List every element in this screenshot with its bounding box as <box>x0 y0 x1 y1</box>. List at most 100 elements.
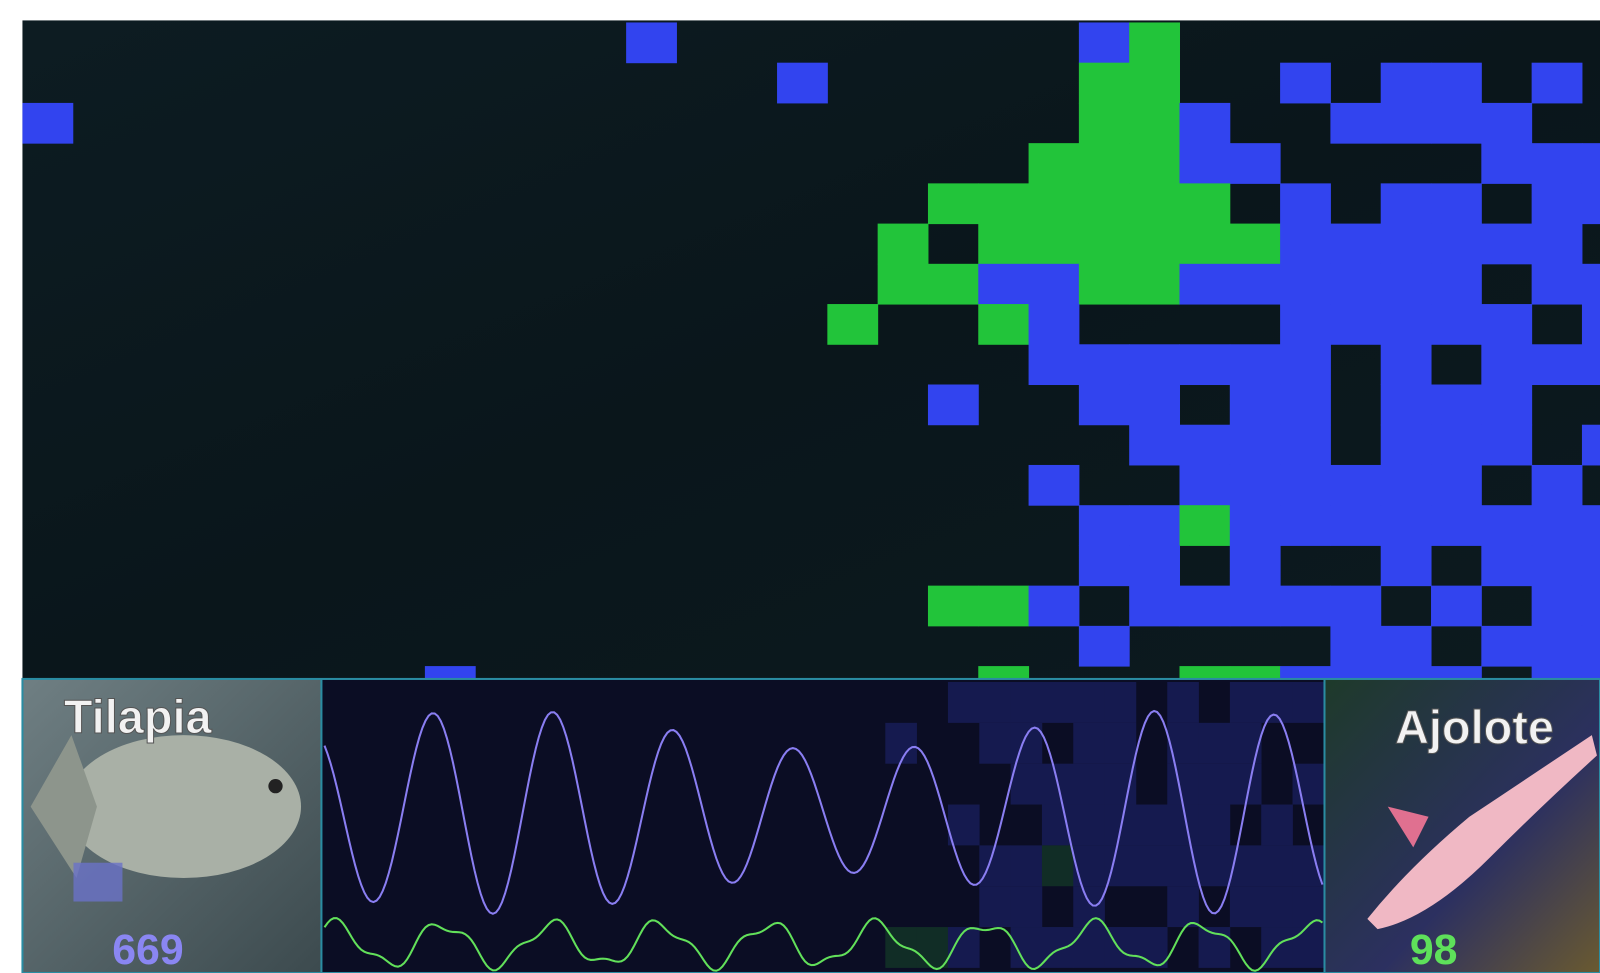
cell <box>1280 666 1331 679</box>
cell <box>1381 505 1432 546</box>
ghost-cell <box>1011 682 1043 723</box>
cell <box>22 103 73 144</box>
ghost-cell <box>948 682 980 723</box>
ghost-cell <box>1293 927 1325 968</box>
cell <box>1179 183 1230 224</box>
cell <box>1431 465 1482 506</box>
cell <box>1582 143 1600 184</box>
cell <box>1129 143 1180 184</box>
cell <box>1481 425 1532 466</box>
cell <box>1532 545 1583 586</box>
cell <box>1381 626 1432 667</box>
cell <box>1079 183 1130 224</box>
cell <box>1481 224 1532 265</box>
ghost-cell <box>979 723 1011 764</box>
cell <box>425 666 476 679</box>
ghost-cell <box>1073 845 1105 886</box>
cell <box>1129 103 1180 144</box>
cell <box>1582 666 1600 679</box>
cell <box>1280 183 1331 224</box>
cell <box>1330 465 1381 506</box>
cell <box>1431 425 1482 466</box>
cell <box>1431 264 1482 305</box>
cell <box>1230 264 1281 305</box>
cell <box>777 63 828 104</box>
cell <box>1079 344 1130 385</box>
ghost-cell <box>1042 682 1074 723</box>
ghost-cell <box>1042 805 1074 846</box>
cell <box>1230 666 1281 679</box>
ghost-cell <box>885 723 917 764</box>
cell <box>878 224 929 265</box>
ghost-cell <box>1261 886 1293 927</box>
ghost-cell <box>1167 764 1199 805</box>
cell <box>1280 63 1331 104</box>
cell <box>1381 304 1432 345</box>
cell <box>1230 224 1281 265</box>
ghost-cell <box>1105 682 1137 723</box>
cell <box>1381 465 1432 506</box>
cell <box>827 304 878 345</box>
cell <box>1079 385 1130 426</box>
ghost-cell <box>1167 723 1199 764</box>
cell <box>1280 304 1331 345</box>
cell <box>1029 143 1080 184</box>
ghost-cell <box>1199 845 1231 886</box>
cell <box>1330 304 1381 345</box>
cell <box>928 183 979 224</box>
cell <box>1330 626 1381 667</box>
cell <box>626 22 677 63</box>
ghost-cell <box>948 805 980 846</box>
cell <box>1029 344 1080 385</box>
cell <box>1280 344 1331 385</box>
cell <box>1582 586 1600 627</box>
cell <box>1079 103 1130 144</box>
ghost-cell <box>1073 805 1105 846</box>
ghost-cell <box>1293 682 1325 723</box>
cell <box>1079 224 1130 265</box>
cell <box>1481 545 1532 586</box>
ghost-cell <box>1073 764 1105 805</box>
fish-body <box>66 735 301 878</box>
species-count: 669 <box>112 926 183 973</box>
cell <box>1179 505 1230 546</box>
cell <box>1179 264 1230 305</box>
cell <box>1431 304 1482 345</box>
cell <box>1129 344 1180 385</box>
cell <box>1280 586 1331 627</box>
ghost-cell <box>1073 927 1105 968</box>
ghost-cell <box>979 845 1011 886</box>
page: {"species": [ {"name": "Tilapia", "count… <box>0 0 1600 973</box>
cell <box>1079 143 1130 184</box>
cell <box>1532 344 1583 385</box>
cell <box>1582 505 1600 546</box>
cell <box>1230 586 1281 627</box>
cell <box>1079 264 1130 305</box>
ghost-cell <box>1136 805 1168 846</box>
ghost-cell <box>1230 845 1262 886</box>
ghost-cell <box>1199 805 1231 846</box>
cell <box>1431 224 1482 265</box>
cell <box>1129 425 1180 466</box>
cell <box>1330 103 1381 144</box>
cell <box>1381 63 1432 104</box>
cell <box>1129 385 1180 426</box>
cell <box>1381 545 1432 586</box>
cell <box>1230 465 1281 506</box>
cell <box>1532 183 1583 224</box>
cell <box>1431 666 1482 679</box>
cell <box>1280 465 1331 506</box>
ghost-cell <box>1011 845 1043 886</box>
cell <box>1129 63 1180 104</box>
cell <box>928 385 979 426</box>
cell <box>1280 505 1331 546</box>
cell <box>1381 224 1432 265</box>
ghost-cell <box>1167 886 1199 927</box>
game-view: Tilapia 669 Ajolote 98 <box>0 0 1600 973</box>
ghost-cell <box>1293 764 1325 805</box>
cell <box>1532 224 1583 265</box>
cell <box>1532 586 1583 627</box>
cell <box>1280 425 1331 466</box>
cell <box>1230 425 1281 466</box>
cell <box>1280 224 1331 265</box>
